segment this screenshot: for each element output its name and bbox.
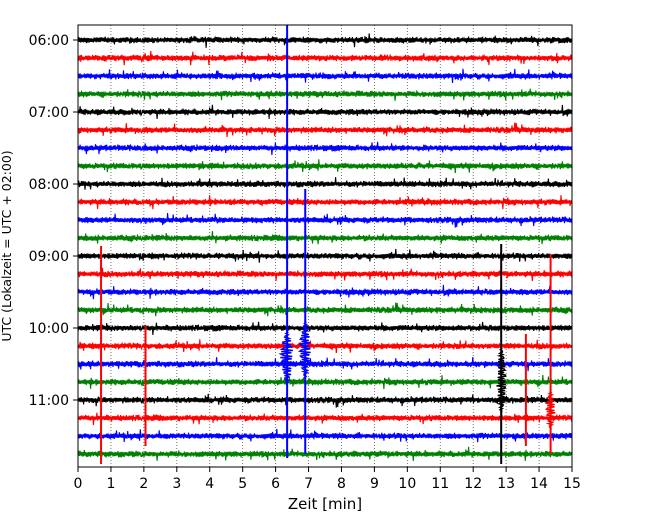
seismic-trace [77,393,573,408]
y-tick-label: 11:00 [29,393,69,409]
x-axis: 0 1 2 3 4 5 6 7 8 9 10 11 12 13 14 15 [74,467,581,492]
seismic-trace [77,339,573,354]
seismic-trace [77,88,573,101]
x-tick-label: 0 [74,476,83,492]
seismic-trace [77,267,573,281]
x-axis-label: Zeit [min] [288,495,362,513]
x-tick-label: 7 [304,476,313,492]
y-axis-label: UTC (Lokalzeit = UTC + 02:00) [0,150,14,341]
y-tick-label: 08:00 [29,177,69,193]
seismic-trace [77,141,573,155]
seismic-trace [77,374,573,390]
seismic-trace [77,159,573,174]
x-tick-label: 4 [205,476,214,492]
x-tick-label: 3 [172,476,181,492]
seismic-trace [77,104,573,119]
x-tick-label: 15 [563,476,581,492]
seismic-trace [77,33,573,48]
x-tick-label: 13 [497,476,515,492]
seismic-trace [77,248,573,263]
y-tick-label: 10:00 [29,321,69,337]
seismic-trace [77,195,573,210]
seismic-trace [77,51,573,66]
seismic-trace [77,231,573,245]
x-tick-label: 12 [464,476,482,492]
event-burst [278,329,294,385]
x-tick-label: 1 [106,476,115,492]
seismic-trace [77,68,573,83]
seismic-trace [77,122,573,138]
y-tick-label: 07:00 [29,105,69,121]
plot-frame [77,24,573,468]
x-tick-label: 11 [431,476,449,492]
seismic-trace [77,321,573,335]
x-tick-label: 10 [398,476,416,492]
event-burst [496,344,507,415]
y-tick-label: 09:00 [29,249,69,265]
seismic-trace [77,177,573,190]
seismic-traces [77,33,573,461]
x-tick-label: 9 [370,476,379,492]
x-tick-label: 14 [530,476,548,492]
event-burst [298,319,311,381]
seismic-trace [77,212,573,228]
event-burst [544,389,556,430]
x-tick-label: 2 [139,476,148,492]
seismic-events [100,25,556,464]
seismic-trace [77,446,573,461]
x-tick-label: 8 [337,476,346,492]
seismic-trace [77,412,573,425]
y-axis: 06:00 07:00 08:00 09:00 10:00 11:00 [29,33,78,409]
seismic-trace [77,302,573,317]
x-tick-label: 5 [238,476,247,492]
seismic-trace [77,357,573,372]
seismic-trace [77,284,573,300]
seismic-trace [77,428,573,443]
x-tick-label: 6 [271,476,280,492]
y-tick-label: 06:00 [29,33,69,49]
